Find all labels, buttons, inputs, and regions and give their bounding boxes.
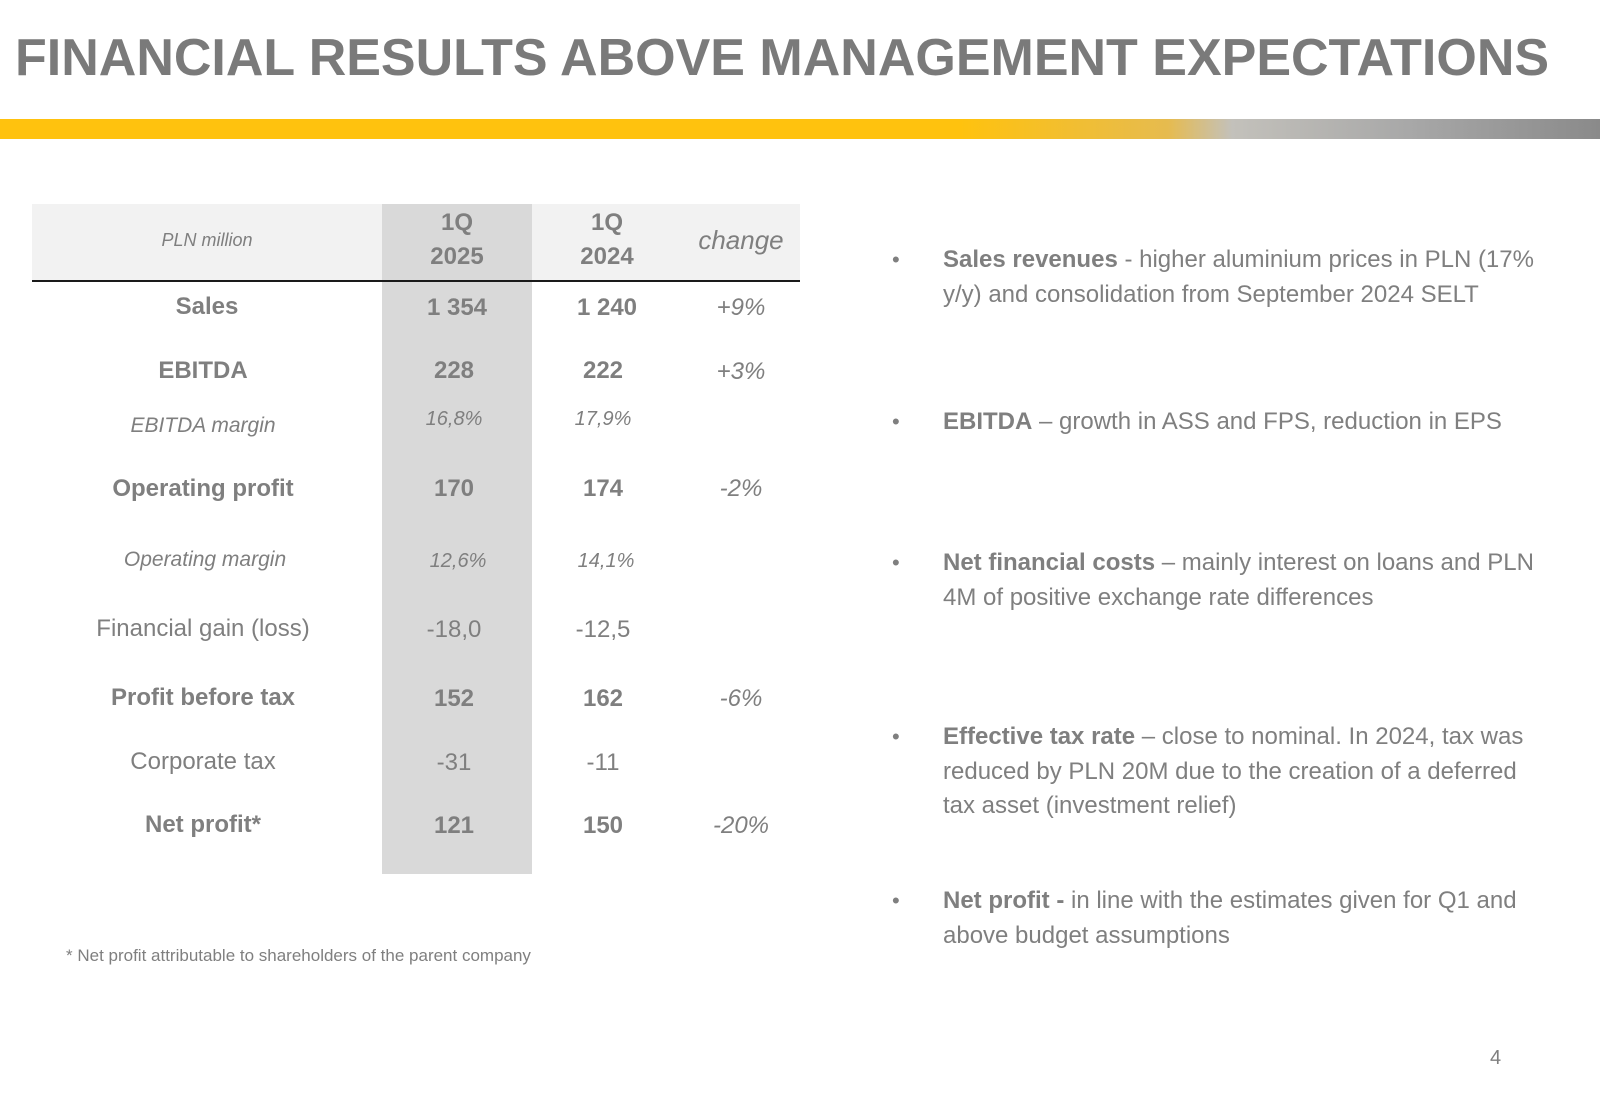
row-change: -20%	[712, 812, 770, 839]
row-value-2024: 1 240	[576, 294, 638, 321]
row-value-2024: 17,9%	[574, 408, 632, 430]
row-value-2024: 222	[582, 357, 624, 384]
bullet-text: Net financial costs – mainly interest on…	[943, 546, 1543, 615]
row-label-corporate-tax: Corporate tax	[130, 748, 276, 775]
unit-label: PLN million	[161, 230, 253, 250]
bullet-heading: Effective tax rate	[943, 723, 1136, 750]
bullet-symbol: •	[892, 724, 900, 749]
col-header-2025-year: 2025	[430, 243, 484, 270]
col-header-2024: 1Q 2024	[532, 206, 682, 274]
row-value-2025: 152	[433, 685, 475, 712]
col-header-2024-quarter: 1Q	[590, 209, 623, 236]
row-change: +9%	[716, 294, 766, 321]
financial-table: PLN million 1Q 2025 1Q 2024 change Sales…	[32, 204, 800, 874]
bullet-body: – close to nominal. In 2024, tax was red…	[943, 723, 1524, 819]
header-divider	[32, 280, 800, 282]
row-value-2025: -18,0	[426, 616, 482, 643]
row-value-2025: 121	[433, 812, 475, 839]
bullet-heading: Sales revenues	[943, 246, 1118, 273]
row-label-operating-margin: Operating margin	[123, 548, 287, 571]
accent-bar	[0, 119, 1600, 139]
bullet-symbol: •	[892, 409, 900, 434]
row-value-2025: 1 354	[426, 294, 488, 321]
bullet-symbol: •	[892, 550, 900, 575]
bullet-symbol: •	[892, 888, 900, 913]
col-header-2024-year: 2024	[580, 243, 634, 270]
bullet-heading: Net profit -	[943, 887, 1065, 914]
highlight-column-2025	[382, 204, 532, 874]
row-value-2025: -31	[436, 749, 472, 776]
row-value-2024: 174	[582, 475, 624, 502]
page-title: FINANCIAL RESULTS ABOVE MANAGEMENT EXPEC…	[15, 29, 1550, 87]
bullet-body: in line with the estimates given for Q1 …	[943, 887, 1517, 949]
bullet-text: Effective tax rate – close to nominal. I…	[943, 720, 1543, 824]
row-label-sales: Sales	[175, 293, 239, 320]
row-label-operating-profit: Operating profit	[112, 475, 294, 502]
bullet-symbol: •	[892, 247, 900, 272]
row-value-2024: 162	[582, 685, 624, 712]
row-change: -6%	[719, 685, 763, 712]
bullet-body: - higher aluminium prices in PLN (17% y/…	[943, 246, 1534, 308]
bullet-text: Sales revenues - higher aluminium prices…	[943, 243, 1543, 312]
bullet-body: – mainly interest on loans and PLN 4M of…	[943, 549, 1534, 611]
footnote: * Net profit attributable to shareholder…	[66, 946, 531, 965]
bullet-heading: Net financial costs	[943, 549, 1156, 576]
row-label-ebitda-margin: EBITDA margin	[130, 414, 276, 437]
col-header-2025-quarter: 1Q	[440, 209, 473, 236]
row-value-2025: 12,6%	[429, 550, 487, 572]
bullet-body: – growth in ASS and FPS, reduction in EP…	[1032, 408, 1502, 435]
row-change: -2%	[719, 475, 763, 502]
row-label-profit-before-tax: Profit before tax	[110, 684, 296, 711]
row-value-2024: 14,1%	[577, 550, 635, 572]
row-value-2025: 170	[433, 475, 475, 502]
row-change: +3%	[716, 358, 766, 385]
page-number: 4	[1490, 1047, 1502, 1069]
row-label-net-profit: Net profit*	[145, 811, 261, 838]
row-label-ebitda: EBITDA	[158, 357, 248, 384]
col-header-2025: 1Q 2025	[382, 206, 532, 274]
row-value-2025: 228	[433, 357, 475, 384]
row-value-2025: 16,8%	[425, 408, 483, 430]
row-label-financial-gain: Financial gain (loss)	[96, 615, 310, 642]
row-value-2024: -12,5	[575, 616, 631, 643]
bullet-text: Net profit - in line with the estimates …	[943, 884, 1543, 953]
row-value-2024: -11	[586, 749, 620, 776]
bullet-heading: EBITDA	[943, 408, 1033, 435]
row-value-2024: 150	[582, 812, 624, 839]
col-header-change: change	[698, 225, 784, 255]
bullet-text: EBITDA – growth in ASS and FPS, reductio…	[943, 405, 1543, 440]
